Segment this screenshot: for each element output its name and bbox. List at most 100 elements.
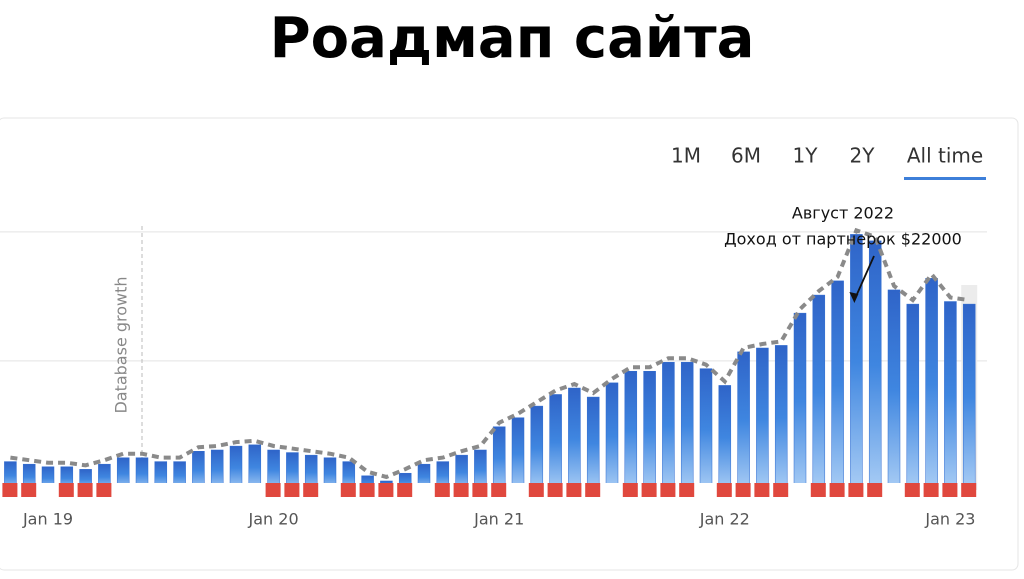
event-flag <box>754 483 770 497</box>
bar <box>793 312 807 491</box>
event-flag <box>660 483 676 497</box>
event-flag <box>96 483 112 497</box>
event-flag <box>416 483 431 497</box>
event-flag <box>397 483 413 497</box>
tabs: 1M 6M 1Y 2Y All time <box>671 144 986 180</box>
event-flag <box>152 483 168 497</box>
event-flag <box>547 483 563 497</box>
x-tick-label: Jan 20 <box>248 510 299 529</box>
event-flag <box>848 483 864 497</box>
event-flag <box>491 483 507 497</box>
event-flag <box>735 483 751 497</box>
tab[interactable]: 1Y <box>793 144 819 168</box>
bar <box>906 303 920 491</box>
event-flag <box>679 483 695 497</box>
bar <box>605 382 619 491</box>
bar <box>850 234 863 491</box>
event-flag <box>190 483 206 497</box>
event-flag <box>21 483 37 497</box>
event-flag <box>2 483 18 497</box>
bar <box>699 368 713 491</box>
x-tick-label: Jan 19 <box>22 510 73 529</box>
event-flag <box>961 483 977 497</box>
event-flag <box>886 483 901 497</box>
bar <box>925 278 938 491</box>
event-flag <box>510 483 525 497</box>
bar <box>831 280 844 491</box>
bar <box>756 347 769 491</box>
event-flag <box>265 483 281 497</box>
event-flag <box>77 483 93 497</box>
event-flag <box>284 483 300 497</box>
event-flag <box>867 483 883 497</box>
event-flag <box>472 483 488 497</box>
bar <box>662 361 675 491</box>
plot: Database growth Jan 19 Jan 20 Jan 21 Jan 22 J… <box>0 204 987 529</box>
annotation-arrowhead <box>849 292 859 303</box>
event-flag <box>58 483 74 497</box>
event-flag <box>171 483 187 497</box>
event-flag <box>115 483 131 497</box>
bar <box>944 301 957 491</box>
event-flag <box>40 483 55 497</box>
x-tick-label: Jan 21 <box>473 510 524 529</box>
bar <box>774 345 788 491</box>
event-flag <box>829 483 845 497</box>
event-flag <box>359 483 375 497</box>
bar <box>962 303 976 491</box>
bar <box>511 417 525 491</box>
event-flag <box>434 483 450 497</box>
event-flag <box>698 483 713 497</box>
bar <box>492 426 506 491</box>
event-flag <box>528 483 544 497</box>
event-flag <box>303 483 319 497</box>
event-flag <box>792 483 807 497</box>
tab-underline <box>904 177 986 180</box>
x-tick-label: Jan 22 <box>699 510 750 529</box>
bar <box>868 240 882 491</box>
bar <box>718 385 732 491</box>
event-flag <box>641 483 657 497</box>
tab[interactable]: 2Y <box>850 144 876 168</box>
event-flag <box>566 483 582 497</box>
event-flag <box>378 483 394 497</box>
bar <box>549 394 562 491</box>
event-flag <box>322 483 337 497</box>
event-flag <box>716 483 732 497</box>
bar <box>737 351 750 491</box>
event-flag <box>810 483 826 497</box>
event-flag <box>340 483 356 497</box>
event-flag <box>622 483 638 497</box>
event-flag <box>134 483 149 497</box>
event-flag <box>942 483 958 497</box>
bar <box>887 289 901 491</box>
tab[interactable]: All time <box>907 144 983 168</box>
event-label: Database growth <box>112 276 131 413</box>
event-flag <box>604 483 619 497</box>
event-flag <box>585 483 601 497</box>
bar <box>568 387 581 491</box>
tab[interactable]: 6M <box>731 144 761 168</box>
bar <box>680 361 694 491</box>
annotation: Доход от партнерок $22000 <box>724 230 962 249</box>
event-flag <box>453 483 469 497</box>
bar <box>643 370 656 491</box>
bar <box>586 396 600 491</box>
bar <box>624 370 638 491</box>
event-flag <box>904 483 920 497</box>
event-flag <box>923 483 939 497</box>
chart-card <box>0 117 1019 571</box>
bar <box>530 405 544 491</box>
page-title: Роадмап сайта <box>270 6 755 71</box>
bar <box>812 294 826 491</box>
trend-line <box>10 227 970 480</box>
x-tick-label: Jan 23 <box>924 510 975 529</box>
event-flag <box>246 483 262 497</box>
event-flag <box>228 483 243 497</box>
annotation: Август 2022 <box>792 204 894 223</box>
event-flag <box>773 483 789 497</box>
tab[interactable]: 1M <box>671 144 701 168</box>
event-flag <box>209 483 225 497</box>
annotation-arrow <box>853 255 875 301</box>
